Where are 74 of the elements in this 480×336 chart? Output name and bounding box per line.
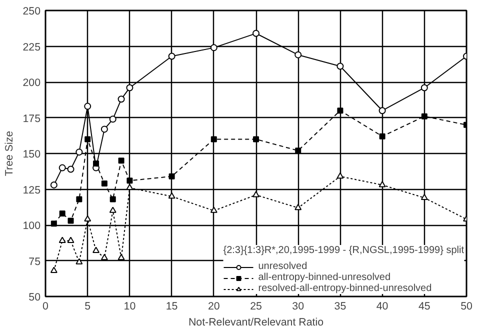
point: [67, 166, 74, 173]
point: [378, 107, 386, 114]
x-tick-label: 35: [334, 300, 346, 312]
x-tick-label: 20: [208, 300, 220, 312]
y-tick-label: 50: [28, 292, 41, 304]
point: [126, 84, 134, 92]
legend-label: unresolved: [258, 261, 308, 272]
x-tick-label: 50: [460, 300, 472, 312]
point: [50, 220, 57, 227]
point: [67, 236, 74, 243]
point: [84, 136, 91, 142]
point: [93, 160, 100, 167]
x-tick-label: 25: [250, 300, 262, 312]
point: [58, 236, 66, 243]
point: [210, 206, 218, 213]
point: [100, 126, 108, 133]
x-tick-label: 5: [84, 300, 91, 312]
point: [118, 96, 125, 103]
point: [92, 246, 100, 253]
y-tick-label: 150: [22, 148, 41, 160]
x-tick-label: 10: [124, 300, 136, 312]
point: [59, 210, 66, 217]
point: [294, 204, 302, 210]
point: [168, 192, 176, 199]
y-tick-label: 200: [22, 77, 41, 89]
point: [210, 44, 218, 52]
point: [118, 158, 124, 164]
point: [76, 148, 83, 156]
point: [294, 51, 302, 58]
point: [109, 116, 116, 123]
point: [253, 136, 259, 142]
point: [168, 173, 175, 180]
point: [336, 172, 344, 179]
point: [420, 194, 428, 200]
point: [168, 52, 176, 60]
x-tick-label: 40: [376, 300, 388, 312]
point: [252, 30, 260, 37]
y-tick-label: 125: [22, 184, 41, 196]
point: [58, 164, 66, 172]
point: [101, 180, 108, 187]
y-tick-label: 75: [28, 256, 41, 268]
point: [252, 191, 260, 198]
point: [421, 113, 428, 120]
point: [126, 178, 133, 184]
point: [76, 196, 82, 202]
y-tick-label: 250: [22, 6, 41, 18]
x-tick-label: 15: [166, 300, 178, 312]
x-tick-label: 0: [42, 300, 49, 312]
x-tick-label: 30: [292, 300, 304, 312]
y-tick-label: 100: [22, 220, 41, 232]
point: [337, 108, 344, 114]
x-tick-label: 45: [418, 300, 430, 312]
y-axis-title: Tree Size: [4, 130, 16, 176]
point: [378, 180, 386, 188]
legend-label: resolved-all-entropy-binned-unresolved: [258, 283, 432, 294]
legend-label: all-entropy-binned-unresolved: [258, 272, 391, 283]
point: [76, 258, 83, 264]
y-tick-label: 225: [22, 41, 41, 54]
point: [84, 102, 92, 110]
point: [50, 266, 58, 273]
point: [210, 136, 217, 142]
point: [84, 215, 92, 222]
point: [336, 62, 344, 70]
point: [109, 206, 116, 213]
point: [118, 254, 125, 260]
y-tick-label: 175: [22, 112, 41, 125]
x-axis-title: Not-Relevant/Relevant Ratio: [188, 316, 324, 328]
point: [420, 84, 428, 92]
point: [110, 196, 116, 202]
point: [50, 181, 58, 188]
point: [100, 254, 108, 260]
legend-title: {2:3}{1:3}R*,20,1995-1999 - {R,NGSL,1995-1999} split: [223, 245, 464, 256]
point: [68, 218, 74, 224]
point: [379, 133, 386, 140]
